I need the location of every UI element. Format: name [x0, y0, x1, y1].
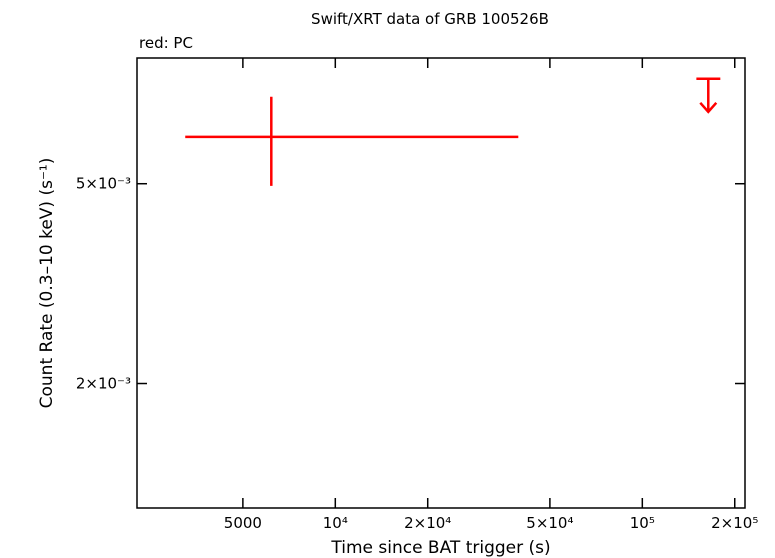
- upper-limit: [696, 77, 721, 114]
- x-tick-label: 2×10⁵: [711, 514, 758, 532]
- x-tick-label: 5×10⁴: [526, 514, 573, 532]
- x-axis-label: Time since BAT trigger (s): [330, 538, 550, 558]
- y-axis-label: Count Rate (0.3–10 keV) (s⁻¹): [37, 158, 57, 409]
- x-tick-label: 5000: [224, 514, 262, 532]
- y-tick-label: 5×10⁻³: [76, 175, 131, 193]
- x-tick-label: 2×10⁴: [404, 514, 451, 532]
- plot-frame: [136, 57, 746, 509]
- chart-title: Swift/XRT data of GRB 100526B: [311, 10, 549, 28]
- legend-annotation: red: PC: [139, 34, 193, 52]
- x-tick-label: 10⁵: [630, 514, 655, 532]
- y-tick-label: 2×10⁻³: [76, 375, 131, 393]
- x-tick-label: 10⁴: [323, 514, 348, 532]
